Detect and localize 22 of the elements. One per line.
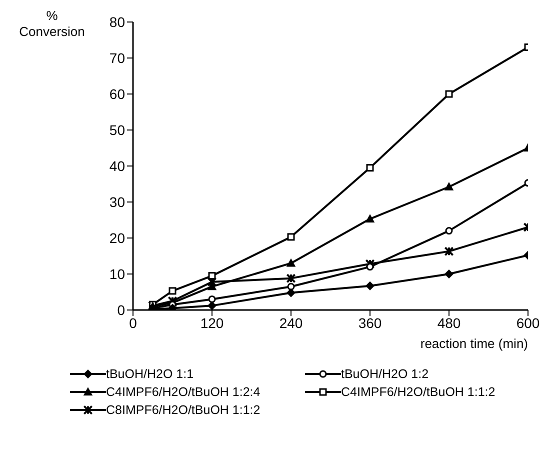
y-tick-label: 70	[109, 50, 126, 66]
legend-label: tBuOH/H2O 1:1	[106, 367, 194, 381]
legend-label: C4IMPF6/H2O/tBuOH 1:2:4	[106, 385, 260, 399]
y-tick-label: 40	[109, 158, 126, 174]
y-tick-label: 50	[109, 122, 126, 138]
y-tick-label: 80	[109, 14, 126, 30]
x-tick-label: 480	[437, 314, 461, 331]
x-axis-title: reaction time (min)	[420, 336, 528, 351]
legend-label: C8IMPF6/H2O/tBuOH 1:1:2	[106, 403, 260, 417]
y-tick-label: 20	[109, 230, 126, 246]
x-tick-label: 240	[279, 314, 303, 331]
x-tick-label: 600	[516, 314, 540, 331]
y-tick-label: 10	[109, 266, 126, 282]
legend-label: tBuOH/H2O 1:2	[341, 367, 429, 381]
x-tick-label: 0	[129, 314, 138, 331]
legend-label: C4IMPF6/H2O/tBuOH 1:1:2	[341, 385, 496, 399]
y-tick-label: 0	[117, 302, 126, 318]
y-axis-title: % Conversion	[18, 8, 86, 40]
y-tick-label: 60	[109, 86, 126, 102]
x-tick-label: 120	[200, 314, 224, 331]
y-tick-label: 30	[109, 194, 126, 210]
x-tick-label: 360	[358, 314, 382, 331]
